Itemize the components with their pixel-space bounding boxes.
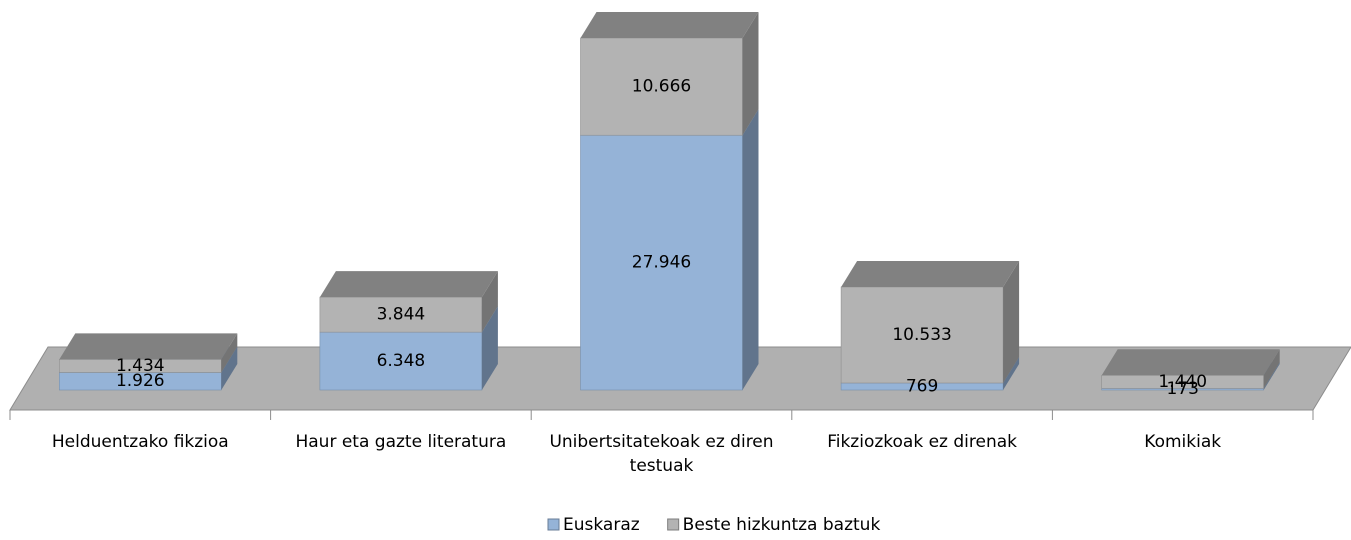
value-label: 173 — [1166, 379, 1198, 399]
bar-side — [1263, 349, 1280, 389]
bar-segment — [580, 37, 743, 136]
bar-top — [580, 12, 759, 38]
bar-top — [59, 333, 238, 360]
x-tick-label: Haur eta gazte literatura — [295, 432, 507, 452]
x-tick-label: Helduentzako fikzioa — [51, 432, 229, 452]
value-label: 27.946 — [632, 253, 691, 273]
value-label: 10.533 — [892, 325, 951, 345]
value-label: 1.926 — [116, 371, 165, 391]
bar-side — [742, 109, 759, 390]
value-label: 1.434 — [116, 356, 165, 376]
x-tick-label: Komikiak — [1144, 432, 1222, 452]
bar-side — [481, 306, 498, 390]
bar-side — [221, 346, 238, 390]
value-label: 1.440 — [1158, 372, 1207, 392]
legend-swatch — [667, 518, 680, 531]
bar-side — [742, 12, 759, 136]
value-label: 6.348 — [377, 351, 426, 371]
bar-side — [1263, 362, 1280, 390]
bar-segment — [319, 296, 483, 333]
legend-label: Euskaraz — [563, 515, 640, 535]
legend-label: Beste hizkuntza baztuk — [683, 515, 881, 535]
x-tick-label: Unibertsitatekoak ez diren testuak — [549, 432, 774, 476]
x-tick-label: Fikziozkoak ez direnak — [827, 432, 1017, 452]
bar-top — [319, 271, 498, 298]
bar-side — [481, 271, 498, 333]
value-label: 10.666 — [632, 77, 691, 97]
value-label: 3.844 — [377, 305, 426, 325]
bar-side — [1003, 356, 1020, 390]
bar-segment — [840, 286, 1004, 384]
bar-top — [1101, 349, 1280, 376]
value-label: 769 — [906, 376, 938, 396]
bar-top — [841, 260, 1020, 287]
bar-side — [221, 333, 238, 373]
legend-swatch — [547, 518, 560, 531]
bar-side — [1003, 260, 1020, 383]
bar-segment — [319, 331, 483, 391]
